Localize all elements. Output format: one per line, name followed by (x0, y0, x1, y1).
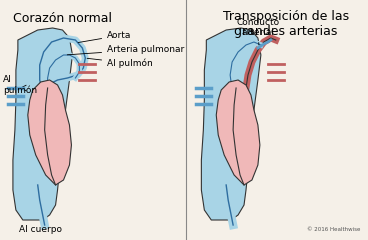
Text: Transposición de las
grandes arterias: Transposición de las grandes arterias (223, 10, 349, 38)
Text: © 2016 Healthwise: © 2016 Healthwise (307, 227, 360, 232)
Polygon shape (28, 80, 71, 185)
Polygon shape (201, 28, 261, 220)
Text: Conducto
arterial: Conducto arterial (236, 18, 279, 45)
Text: Al cuerpo: Al cuerpo (19, 225, 62, 234)
Polygon shape (216, 80, 260, 185)
Text: Corazón normal: Corazón normal (13, 12, 112, 25)
Polygon shape (13, 28, 72, 220)
Text: Al pulmón: Al pulmón (87, 58, 153, 68)
Text: Aorta: Aorta (78, 31, 131, 42)
Text: Al
pulmón: Al pulmón (3, 75, 37, 95)
Text: Arteria pulmonar: Arteria pulmonar (67, 45, 184, 55)
